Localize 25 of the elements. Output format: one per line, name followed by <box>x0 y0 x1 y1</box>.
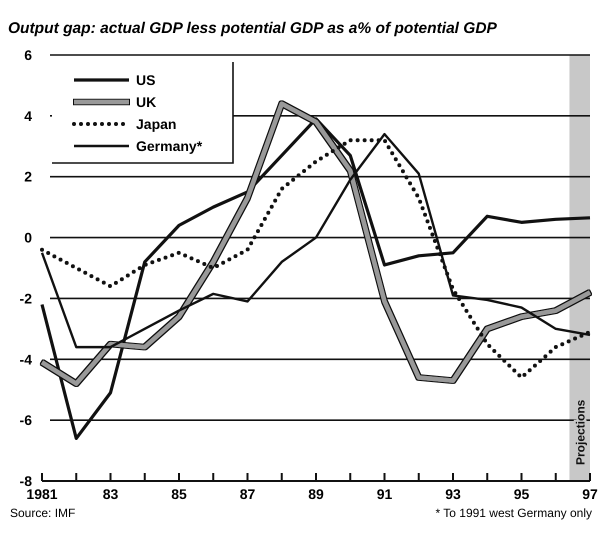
y-tick-label: 4 <box>24 108 32 124</box>
y-tick-label: -2 <box>20 290 32 306</box>
y-tick-label: 0 <box>24 230 32 246</box>
legend-label: US <box>136 72 156 88</box>
x-tick-label: 97 <box>582 486 598 502</box>
chart-title: Output gap: actual GDP less potential GDP as a% of potential GDP <box>8 20 498 37</box>
text: * To 1991 west Germany only <box>435 506 592 520</box>
source-note: Source: IMF <box>10 506 76 520</box>
x-tick-label: 83 <box>102 486 118 502</box>
y-tick-label: 2 <box>24 168 32 185</box>
x-tick-label: 1981 <box>26 486 58 502</box>
x-tick-label: 87 <box>240 486 256 502</box>
x-tick-label: 95 <box>514 486 530 502</box>
y-tick-label: -4 <box>20 351 32 368</box>
x-tick-label: 91 <box>376 486 392 502</box>
x-tick-label: 89 <box>308 486 324 502</box>
legend-label: UK <box>136 94 156 110</box>
x-tick-label: 93 <box>445 486 461 502</box>
x-tick-label: 85 <box>171 486 187 502</box>
legend-label: Germany* <box>136 138 203 154</box>
y-tick-label: 6 <box>24 47 32 63</box>
y-tick-label: -6 <box>20 412 32 428</box>
y-tick-label: -8 <box>20 473 32 489</box>
legend-label: Japan <box>136 116 176 132</box>
band-label: Projections <box>574 399 588 465</box>
